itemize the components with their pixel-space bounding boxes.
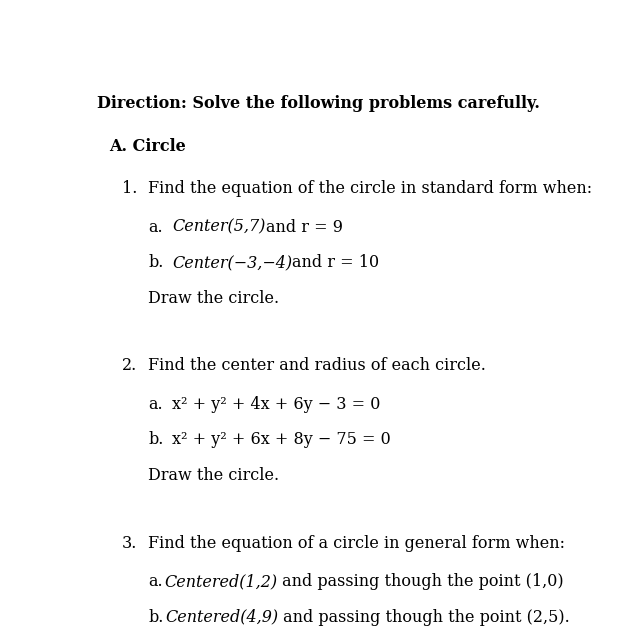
- Text: 1.: 1.: [122, 180, 137, 197]
- Text: Direction: Solve the following problems carefully.: Direction: Solve the following problems …: [97, 95, 540, 111]
- Text: and r = 10: and r = 10: [293, 254, 379, 271]
- Text: b.: b.: [148, 609, 163, 626]
- Text: Center(5,7): Center(5,7): [172, 219, 266, 236]
- Text: A. Circle: A. Circle: [109, 138, 186, 155]
- Text: Centered(4,9): Centered(4,9): [165, 609, 278, 626]
- Text: Draw the circle.: Draw the circle.: [148, 467, 280, 484]
- Text: Center(−3,−4): Center(−3,−4): [172, 254, 293, 271]
- Text: Find the center and radius of each circle.: Find the center and radius of each circl…: [148, 357, 486, 374]
- Text: a.: a.: [148, 219, 163, 236]
- Text: Draw the circle.: Draw the circle.: [148, 290, 280, 307]
- Text: x² + y² + 4x + 6y − 3 = 0: x² + y² + 4x + 6y − 3 = 0: [0, 643, 1, 644]
- Text: x² + y² + 6x + 8y − 75 = 0: x² + y² + 6x + 8y − 75 = 0: [172, 431, 391, 448]
- Text: a.: a.: [148, 573, 163, 591]
- Text: and passing though the point (2,5).: and passing though the point (2,5).: [278, 609, 570, 626]
- Text: and passing though the point (2,5).: and passing though the point (2,5).: [0, 643, 1, 644]
- Text: and passing though the point (1,0): and passing though the point (1,0): [0, 643, 1, 644]
- Text: a.: a.: [148, 396, 163, 413]
- Text: b.: b.: [148, 431, 163, 448]
- Text: x² + y² + 4x + 6y − 3 = 0: x² + y² + 4x + 6y − 3 = 0: [172, 396, 381, 413]
- Text: x² + y² + 6x + 8y − 75 = 0: x² + y² + 6x + 8y − 75 = 0: [0, 643, 1, 644]
- Text: and r = 9: and r = 9: [266, 219, 343, 236]
- Text: Centered(1,2): Centered(1,2): [164, 573, 277, 591]
- Text: Find the equation of the circle in standard form when:: Find the equation of the circle in stand…: [148, 180, 592, 197]
- Text: and passing though the point (1,0): and passing though the point (1,0): [277, 573, 564, 591]
- Text: 3.: 3.: [122, 535, 137, 552]
- Text: 2.: 2.: [122, 357, 137, 374]
- Text: Find the equation of a circle in general form when:: Find the equation of a circle in general…: [148, 535, 565, 552]
- Text: b.: b.: [148, 254, 163, 271]
